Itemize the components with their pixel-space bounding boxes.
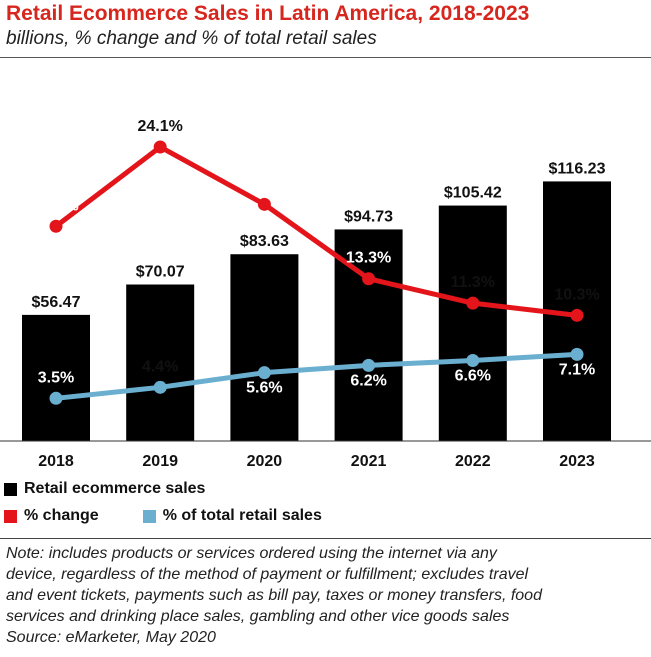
bar-value-label-2021: $94.73 <box>344 208 393 225</box>
x-tick-label-2023: 2023 <box>559 453 595 470</box>
note-divider <box>0 538 651 539</box>
chart-note: Note: includes products or services orde… <box>6 543 646 648</box>
legend-item-change: % change <box>4 507 99 525</box>
bar-2019 <box>126 284 195 441</box>
note-line: services and drinking place sales, gambl… <box>6 608 510 625</box>
change-point-2018 <box>49 219 63 233</box>
x-tick-label-2022: 2022 <box>455 453 491 470</box>
chart-subtitle: billions, % change and % of total retail… <box>6 28 377 49</box>
share-point-2022 <box>466 353 480 367</box>
chart-area: $56.47 $70.07 $83.63 $94.73 $105.42 $116.23 20… <box>0 118 651 470</box>
change-point-2022 <box>466 296 480 310</box>
share-point-2019 <box>153 380 167 394</box>
change-label-2018: 17.6% <box>33 197 78 214</box>
legend-swatch-change <box>4 509 17 523</box>
note-line: Note: includes products or services orde… <box>6 545 497 562</box>
share-label-2020: 5.6% <box>246 380 282 397</box>
note-line: device, regardless of the method of paym… <box>6 566 529 583</box>
bar-value-label-2018: $56.47 <box>32 294 81 311</box>
share-point-2018 <box>49 391 63 405</box>
legend-label-sales: Retail ecommerce sales <box>24 480 206 497</box>
share-label-2018: 3.5% <box>38 369 74 386</box>
share-label-2023: 7.1% <box>559 361 595 378</box>
change-label-2021: 13.3% <box>346 250 391 267</box>
bar-value-label-2023: $116.23 <box>549 160 606 177</box>
note-line: and event tickets, payments such as bill… <box>6 587 542 604</box>
bar-value-label-2022: $105.42 <box>444 185 502 202</box>
x-tick-label-2018: 2018 <box>38 453 74 470</box>
change-line <box>54 144 578 318</box>
share-label-2021: 6.2% <box>350 372 386 389</box>
change-point-2019 <box>153 140 167 154</box>
share-label-2022: 6.6% <box>455 367 491 384</box>
legend-row-2: % change % of total retail sales <box>4 505 366 527</box>
change-point-2020 <box>257 197 271 211</box>
change-label-2020: 19.4% <box>242 175 287 192</box>
share-point-2020 <box>257 366 271 380</box>
note-source: Source: eMarketer, May 2020 <box>6 629 216 646</box>
change-label-2023: 10.3% <box>554 286 599 303</box>
bar-value-label-2020: $83.63 <box>240 233 289 250</box>
change-point-2023 <box>570 308 584 322</box>
legend-swatch-sales <box>4 482 17 496</box>
bar-value-label-2019: $70.07 <box>136 264 185 281</box>
share-label-2019: 4.4% <box>142 358 178 375</box>
chart-title: Retail Ecommerce Sales in Latin America,… <box>6 2 530 25</box>
legend-label-share: % of total retail sales <box>162 507 322 524</box>
change-point-2021 <box>362 272 376 286</box>
x-tick-label-2021: 2021 <box>351 453 387 470</box>
change-label-2019: 24.1% <box>138 118 183 135</box>
legend-swatch-share <box>142 509 156 523</box>
top-divider <box>0 57 651 58</box>
bar-2018 <box>22 314 90 441</box>
legend-item-sales: Retail ecommerce sales <box>4 480 205 498</box>
bar-2020 <box>230 254 299 441</box>
bar-2022 <box>438 205 507 441</box>
legend-label-change: % change <box>24 507 99 524</box>
legend-row-1: Retail ecommerce sales <box>4 478 249 500</box>
change-label-2022: 11.3% <box>451 274 495 291</box>
legend-item-share: % of total retail sales <box>142 507 322 525</box>
x-tick-label-2019: 2019 <box>142 453 178 470</box>
share-point-2021 <box>362 358 376 372</box>
x-tick-label-2020: 2020 <box>247 453 283 470</box>
share-point-2023 <box>570 347 584 361</box>
share-line <box>55 351 578 401</box>
